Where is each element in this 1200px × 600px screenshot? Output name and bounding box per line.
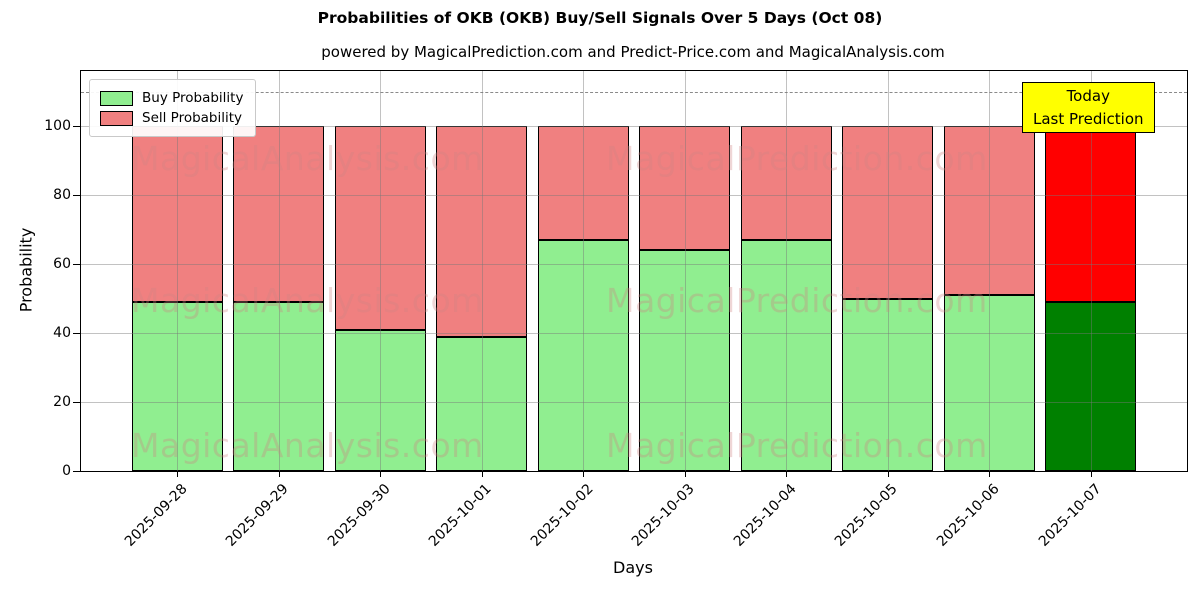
gridline-x xyxy=(887,71,889,471)
y-tick-mark xyxy=(72,195,80,197)
y-tick-label: 100 xyxy=(44,118,71,135)
x-tick-label: 2025-09-28 xyxy=(121,481,191,550)
y-tick-mark xyxy=(72,402,80,404)
bar-buy-segment xyxy=(740,239,832,471)
x-tick-label: 2025-10-06 xyxy=(933,481,1003,550)
gridline-x xyxy=(481,71,483,471)
x-tick-label: 2025-10-05 xyxy=(832,481,902,550)
legend-row: Buy Probability xyxy=(100,90,243,106)
gridline-y xyxy=(81,126,1187,128)
plot-area: Buy Probability Sell Probability Today La… xyxy=(44,70,1188,550)
x-tick-mark xyxy=(989,471,991,477)
y-tick-mark xyxy=(72,333,80,335)
gridline-x xyxy=(1090,71,1092,471)
x-tick-mark xyxy=(380,471,382,477)
gridline-x xyxy=(177,71,178,471)
bar-sell-segment xyxy=(1045,126,1137,303)
legend-label: Buy Probability xyxy=(142,90,244,106)
y-tick-label: 20 xyxy=(53,394,71,411)
bar-buy-segment xyxy=(842,298,934,471)
watermark-text: MagicalAnalysis.com xyxy=(131,281,484,320)
gridline-y xyxy=(81,264,1187,266)
watermark-text: MagicalPrediction.com xyxy=(606,281,988,320)
watermark-text: MagicalPrediction.com xyxy=(606,139,988,178)
x-tick-mark xyxy=(1090,471,1092,477)
today-annotation: Today Last Prediction xyxy=(1022,82,1155,133)
today-annotation-line1: Today xyxy=(1066,87,1110,105)
x-tick-mark xyxy=(177,471,178,477)
gridline-x xyxy=(786,71,788,471)
bar-buy-segment xyxy=(436,336,528,471)
y-tick-mark xyxy=(72,126,80,128)
gridline-x xyxy=(380,71,382,471)
bar-buy-segment xyxy=(233,302,325,471)
x-tick-label: 2025-09-29 xyxy=(223,481,292,550)
gridline-x xyxy=(684,71,686,471)
bar-sell-segment xyxy=(842,126,934,299)
legend-swatch xyxy=(100,90,133,106)
gridline-y xyxy=(81,402,1187,404)
bar-buy-segment xyxy=(131,302,223,471)
gridline-y xyxy=(81,333,1187,335)
gridline-y xyxy=(81,195,1187,197)
x-tick-label: 2025-09-30 xyxy=(324,481,394,550)
x-tick-mark xyxy=(684,471,686,477)
legend-row: Sell Probability xyxy=(100,110,243,126)
gridline-x xyxy=(989,71,991,471)
bar-sell-segment xyxy=(233,126,325,303)
gridline-x xyxy=(583,71,585,471)
chart-subtitle: powered by MagicalPrediction.com and Pre… xyxy=(321,43,945,61)
bar-buy-segment xyxy=(943,295,1035,471)
legend-swatch xyxy=(100,110,133,126)
x-tick-label: 2025-10-04 xyxy=(730,481,800,550)
y-tick-mark xyxy=(72,471,80,472)
x-tick-mark xyxy=(583,471,585,477)
watermark-text: MagicalAnalysis.com xyxy=(131,426,484,465)
gridline-x xyxy=(278,71,280,471)
bar-sell-segment xyxy=(740,126,832,240)
bar-sell-segment xyxy=(436,126,528,337)
bar-sell-segment xyxy=(537,126,629,240)
bar-sell-segment xyxy=(943,126,1035,296)
x-tick-label: 2025-10-03 xyxy=(629,481,699,550)
y-tick-label: 80 xyxy=(53,187,71,204)
dashed-reference-line xyxy=(81,91,1187,93)
x-tick-label: 2025-10-07 xyxy=(1035,481,1105,550)
bar-buy-segment xyxy=(639,250,731,471)
x-tick-mark xyxy=(786,471,788,477)
y-tick-label: 0 xyxy=(62,463,71,479)
x-tick-label: 2025-10-02 xyxy=(527,481,597,550)
watermark-text: MagicalPrediction.com xyxy=(606,426,988,465)
x-tick-mark xyxy=(481,471,483,477)
x-tick-mark xyxy=(887,471,889,477)
legend-label: Sell Probability xyxy=(142,110,243,126)
y-tick-label: 40 xyxy=(53,325,71,342)
today-annotation-line2: Last Prediction xyxy=(1033,109,1144,128)
x-tick-label: 2025-10-01 xyxy=(426,481,495,550)
bar-sell-segment xyxy=(639,126,731,251)
legend: Buy Probability Sell Probability xyxy=(89,79,257,137)
y-tick-mark xyxy=(72,264,80,266)
x-tick-mark xyxy=(278,471,280,477)
bar-sell-segment xyxy=(334,126,426,330)
x-axis-label: Days xyxy=(613,558,653,577)
y-tick-label: 60 xyxy=(53,256,71,273)
y-axis-label: Probability xyxy=(16,227,36,313)
bar-buy-segment xyxy=(1045,302,1137,471)
chart-title: Probabilities of OKB (OKB) Buy/Sell Sign… xyxy=(317,9,883,27)
bar-buy-segment xyxy=(537,239,629,471)
watermark-text: MagicalAnalysis.com xyxy=(131,139,484,178)
bar-buy-segment xyxy=(334,329,426,471)
